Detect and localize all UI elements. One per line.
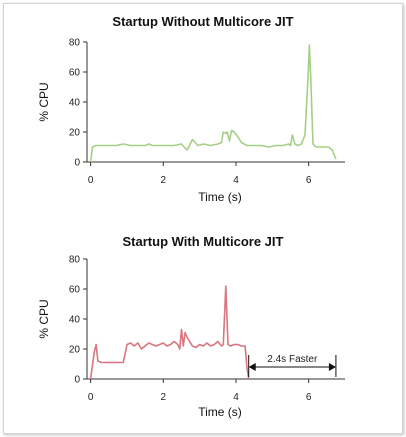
x-tick-label: 0 xyxy=(88,175,94,186)
plot-with-multicore: 0 20 40 60 80 0 2 4 6 Time (s) % CPU 2.4s Faster xyxy=(37,255,345,419)
y-tick-label: 40 xyxy=(69,315,81,326)
y-tick-label: 60 xyxy=(69,68,81,79)
x-axis-title: Time (s) xyxy=(198,405,242,419)
y-tick-label: 20 xyxy=(69,345,81,356)
cpu-series-line xyxy=(89,44,337,163)
chart-title-without-multicore: Startup Without Multicore JIT xyxy=(112,14,294,29)
x-tick-label: 4 xyxy=(233,392,239,403)
y-tick-label: 80 xyxy=(69,255,81,266)
x-tick-label: 4 xyxy=(233,175,239,186)
x-tick-label: 2 xyxy=(161,175,167,186)
y-axis-title: % CPU xyxy=(37,299,51,338)
cpu-series-line xyxy=(89,285,250,380)
plot-without-multicore: 0 20 40 60 80 0 2 4 6 Time (s) % CPU xyxy=(37,38,345,204)
y-axis-title: % CPU xyxy=(37,82,51,121)
y-tick-label: 20 xyxy=(69,128,81,139)
annotation-label: 2.4s Faster xyxy=(267,354,318,365)
y-tick-label: 80 xyxy=(69,38,81,49)
y-tick-label: 40 xyxy=(69,98,81,109)
x-tick-label: 6 xyxy=(306,175,312,186)
y-tick-label: 0 xyxy=(74,375,80,386)
x-tick-label: 0 xyxy=(88,392,94,403)
x-tick-label: 6 xyxy=(306,392,312,403)
x-tick-label: 2 xyxy=(161,392,167,403)
y-tick-label: 0 xyxy=(74,158,80,169)
chart-title-with-multicore: Startup With Multicore JIT xyxy=(122,234,284,249)
y-tick-label: 60 xyxy=(69,285,81,296)
annotation-arrowhead-left xyxy=(248,363,256,371)
x-axis-title: Time (s) xyxy=(198,190,242,204)
annotation-arrowhead-right xyxy=(328,363,336,371)
